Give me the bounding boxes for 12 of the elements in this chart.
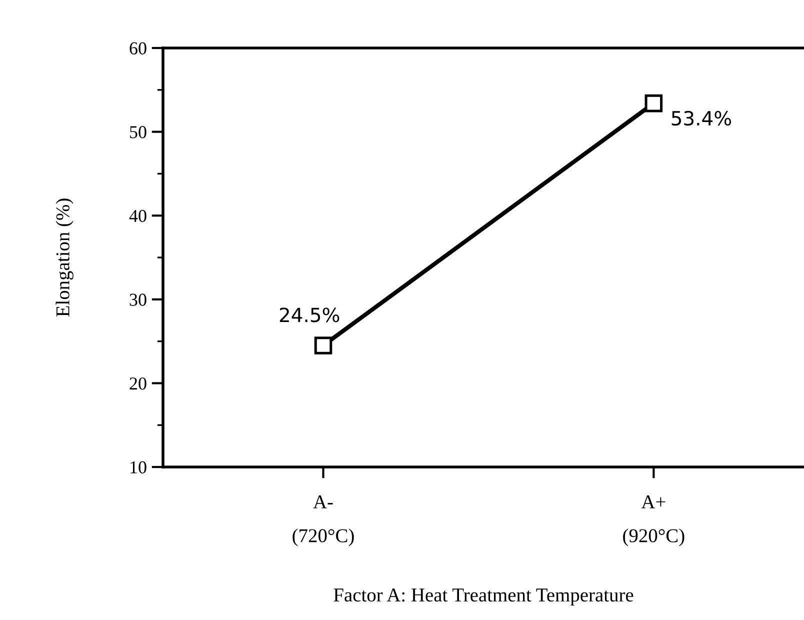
y-axis-title: Elongation (%) [56,198,74,317]
x-tick-label: A- (720°C) [292,495,354,546]
data-label: 53.4% [672,110,732,126]
y-tick-label: 40 [129,210,146,222]
y-tick-label: 10 [130,461,146,474]
y-tick-label: 60 [130,42,146,54]
data-label: 24.5% [280,308,340,322]
y-tick-label: 30 [130,294,146,306]
x-axis-title: Factor A: Heat Treatment Temperature [334,588,634,606]
y-tick-label: 50 [130,126,146,138]
x-tick-label: A+ (920°C) [623,495,684,546]
y-tick-label: 20 [130,377,146,390]
